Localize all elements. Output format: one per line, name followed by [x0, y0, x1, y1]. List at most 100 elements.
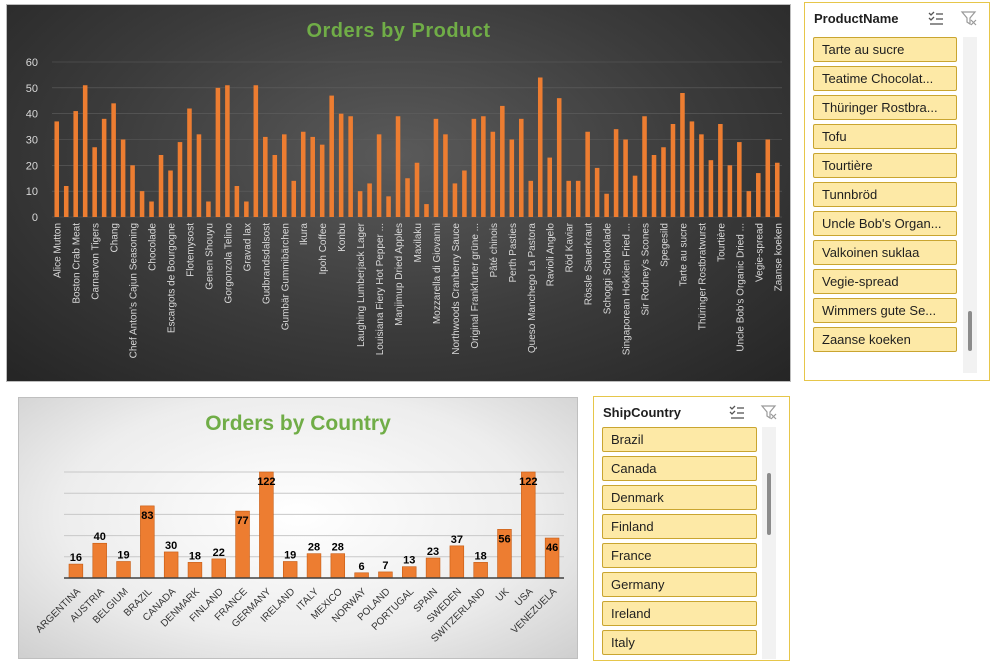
product-bar[interactable]: [177, 142, 183, 217]
product-bar[interactable]: [263, 136, 268, 217]
product-bar[interactable]: [433, 118, 439, 217]
country-slicer-scroll-thumb[interactable]: [767, 473, 771, 535]
product-bar[interactable]: [746, 191, 752, 217]
product-slicer-item[interactable]: Wimmers gute Se...: [813, 298, 957, 323]
product-slicer-item[interactable]: Tunnbröd: [813, 182, 957, 207]
country-bar[interactable]: [282, 561, 298, 579]
country-bar[interactable]: [92, 542, 107, 579]
product-bar[interactable]: [585, 131, 590, 217]
product-bar[interactable]: [338, 113, 344, 217]
product-bar[interactable]: [566, 180, 571, 217]
product-bar[interactable]: [215, 87, 221, 217]
product-bar[interactable]: [244, 201, 249, 218]
product-bar[interactable]: [528, 180, 534, 217]
product-bar[interactable]: [405, 178, 410, 217]
product-bar[interactable]: [395, 116, 401, 217]
country-bar[interactable]: [163, 551, 179, 579]
product-bar[interactable]: [73, 111, 78, 217]
clear-filter-icon[interactable]: [960, 9, 978, 27]
product-slicer-item[interactable]: Thüringer Rostbra...: [813, 95, 957, 120]
country-slicer-scrollbar[interactable]: [762, 427, 776, 659]
product-bar[interactable]: [774, 162, 780, 217]
product-bar[interactable]: [111, 103, 116, 217]
country-bar[interactable]: [211, 558, 226, 579]
multi-select-icon[interactable]: [927, 9, 945, 27]
product-bar[interactable]: [291, 180, 297, 217]
product-bar[interactable]: [699, 134, 704, 217]
product-bar[interactable]: [556, 98, 562, 217]
product-bar[interactable]: [414, 162, 420, 217]
product-bar[interactable]: [670, 124, 676, 217]
product-bar[interactable]: [300, 131, 306, 217]
country-bar[interactable]: [378, 571, 393, 579]
country-bar[interactable]: [330, 553, 346, 579]
orders-by-country-chart[interactable]: Orders by Country 16 ARGENTINA 40 AUSTRIA 19…: [18, 397, 578, 659]
product-bar[interactable]: [281, 134, 287, 217]
product-bar[interactable]: [632, 175, 638, 217]
clear-filter-icon[interactable]: [760, 403, 778, 421]
product-bar[interactable]: [661, 147, 666, 217]
product-bar[interactable]: [500, 105, 505, 217]
country-bar[interactable]: [354, 572, 369, 579]
country-slicer-item[interactable]: Brazil: [602, 427, 757, 452]
product-bar[interactable]: [737, 142, 742, 217]
product-bar[interactable]: [149, 201, 154, 218]
product-slicer-item[interactable]: Uncle Bob's Organ...: [813, 211, 957, 236]
product-bar[interactable]: [139, 191, 145, 217]
product-bar[interactable]: [537, 77, 543, 218]
product-bar[interactable]: [613, 129, 619, 217]
product-slicer-item[interactable]: Tourtière: [813, 153, 957, 178]
product-bar[interactable]: [604, 193, 609, 217]
product-bar[interactable]: [329, 95, 334, 217]
product-bar[interactable]: [225, 85, 230, 217]
product-bar[interactable]: [509, 139, 515, 218]
product-slicer-item[interactable]: Tarte au sucre: [813, 37, 957, 62]
product-bar[interactable]: [680, 93, 685, 217]
product-bar[interactable]: [357, 191, 363, 217]
product-bar[interactable]: [471, 118, 477, 217]
product-bar[interactable]: [92, 147, 97, 217]
country-slicer-item[interactable]: Italy: [602, 630, 757, 655]
country-slicer-item[interactable]: Canada: [602, 456, 757, 481]
product-bar[interactable]: [481, 116, 486, 217]
country-slicer-item[interactable]: Germany: [602, 572, 757, 597]
country-bar[interactable]: [449, 545, 465, 579]
product-bar[interactable]: [765, 139, 771, 218]
product-bar[interactable]: [101, 118, 107, 217]
product-bar[interactable]: [547, 157, 553, 217]
product-bar[interactable]: [367, 183, 372, 217]
product-bar[interactable]: [206, 201, 211, 218]
product-bar[interactable]: [519, 118, 524, 217]
product-bar[interactable]: [594, 167, 600, 217]
product-slicer-item[interactable]: Tofu: [813, 124, 957, 149]
orders-by-product-chart[interactable]: Orders by Product 0 10 20 30 40 50 60 Alice Mut…: [6, 4, 791, 382]
product-bar[interactable]: [234, 186, 240, 217]
product-bar[interactable]: [253, 85, 259, 217]
product-bar[interactable]: [82, 85, 88, 217]
product-bar[interactable]: [623, 139, 628, 218]
product-bar[interactable]: [187, 108, 192, 218]
country-slicer-item[interactable]: Ireland: [602, 601, 757, 626]
product-bar[interactable]: [120, 139, 126, 218]
product-bar[interactable]: [443, 134, 448, 217]
product-slicer-scroll-thumb[interactable]: [968, 311, 972, 351]
country-bar[interactable]: [306, 553, 322, 579]
product-bar[interactable]: [376, 134, 382, 217]
product-bar[interactable]: [689, 121, 695, 217]
country-slicer-item[interactable]: Denmark: [602, 485, 757, 510]
country-bar[interactable]: [473, 562, 488, 579]
country-bar[interactable]: [187, 562, 203, 579]
product-bar[interactable]: [718, 124, 723, 217]
product-bar[interactable]: [168, 170, 173, 218]
country-bar[interactable]: [116, 561, 131, 579]
product-bar[interactable]: [310, 136, 315, 217]
country-bar[interactable]: [425, 557, 441, 579]
product-bar[interactable]: [319, 144, 325, 217]
product-bar[interactable]: [272, 155, 278, 217]
country-slicer-item[interactable]: France: [602, 543, 757, 568]
product-bar[interactable]: [424, 204, 429, 217]
product-bar[interactable]: [63, 186, 69, 217]
product-bar[interactable]: [490, 131, 496, 217]
product-bar[interactable]: [386, 196, 391, 217]
product-slicer-item[interactable]: Teatime Chocolat...: [813, 66, 957, 91]
